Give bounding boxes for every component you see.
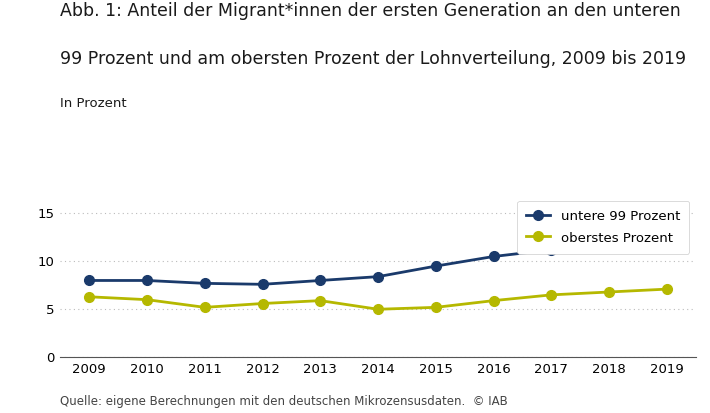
Text: Abb. 1: Anteil der Migrant*innen der ersten Generation an den unteren: Abb. 1: Anteil der Migrant*innen der ers… bbox=[60, 2, 681, 20]
oberstes Prozent bbox=[143, 297, 151, 302]
untere 99 Prozent bbox=[143, 278, 151, 283]
oberstes Prozent bbox=[547, 292, 556, 297]
untere 99 Prozent bbox=[200, 281, 209, 286]
Text: 99 Prozent und am obersten Prozent der Lohnverteilung, 2009 bis 2019: 99 Prozent und am obersten Prozent der L… bbox=[60, 50, 687, 68]
untere 99 Prozent bbox=[605, 240, 613, 245]
Legend: untere 99 Prozent, oberstes Prozent: untere 99 Prozent, oberstes Prozent bbox=[517, 201, 689, 254]
untere 99 Prozent bbox=[489, 254, 498, 259]
oberstes Prozent bbox=[200, 305, 209, 310]
oberstes Prozent bbox=[374, 307, 383, 312]
oberstes Prozent bbox=[662, 287, 671, 292]
untere 99 Prozent bbox=[258, 282, 267, 287]
untere 99 Prozent bbox=[662, 237, 671, 242]
Text: Quelle: eigene Berechnungen mit den deutschen Mikrozensusdaten.  © IAB: Quelle: eigene Berechnungen mit den deut… bbox=[60, 395, 508, 408]
oberstes Prozent bbox=[432, 305, 440, 310]
Line: untere 99 Prozent: untere 99 Prozent bbox=[84, 234, 672, 289]
Text: In Prozent: In Prozent bbox=[60, 97, 127, 110]
untere 99 Prozent bbox=[374, 274, 383, 279]
oberstes Prozent bbox=[85, 294, 94, 299]
untere 99 Prozent bbox=[85, 278, 94, 283]
untere 99 Prozent bbox=[316, 278, 324, 283]
untere 99 Prozent bbox=[547, 247, 556, 252]
oberstes Prozent bbox=[258, 301, 267, 306]
oberstes Prozent bbox=[605, 290, 613, 294]
oberstes Prozent bbox=[489, 298, 498, 303]
oberstes Prozent bbox=[316, 298, 324, 303]
untere 99 Prozent bbox=[432, 263, 440, 268]
Line: oberstes Prozent: oberstes Prozent bbox=[84, 284, 672, 314]
